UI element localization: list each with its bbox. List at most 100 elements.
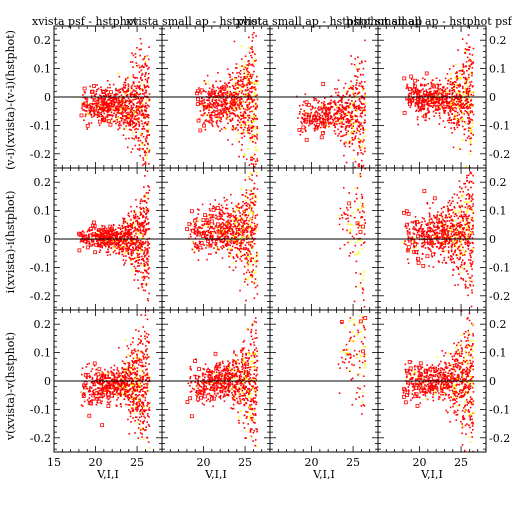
red-point [203,122,205,124]
red-point [102,102,104,104]
red-point [141,64,144,67]
red-point [243,117,245,120]
red-point [115,233,118,236]
red-point [465,69,468,72]
red-point [130,249,133,251]
red-point [229,106,232,109]
red-point [139,228,142,231]
panel-2-1: -0.2-0.100.10.2 [30,167,163,311]
red-point [123,221,126,223]
red-point [244,66,247,69]
red-point [244,213,247,216]
red-point [117,245,120,248]
red-point [451,92,454,95]
yellow-point [438,95,441,98]
red-point [116,231,119,234]
red-point [349,94,351,97]
yellow-point [249,219,251,221]
red-point [441,97,444,100]
yellow-point [458,77,460,79]
red-point [230,106,233,109]
red-point [414,102,417,104]
red-point [418,92,421,94]
red-point [359,112,362,115]
red-point [245,236,248,238]
red-point [232,91,235,94]
yellow-point [464,50,467,53]
red-point [419,95,421,97]
red-point [215,80,217,83]
red-point [243,68,245,71]
red-point [214,106,216,109]
yellow-point [355,110,358,113]
yellow-point [465,85,468,87]
red-point [141,142,144,144]
red-point [147,223,149,225]
red-point [335,120,337,123]
red-point [364,60,367,63]
red-point [451,87,453,89]
red-point [352,88,354,91]
red-point [410,78,413,80]
red-point [230,215,233,217]
red-point [437,85,440,88]
red-point [443,112,446,115]
red-point [256,79,259,82]
yellow-point [247,261,250,264]
red-point [98,233,101,235]
red-point [221,222,224,224]
red-point [334,125,337,128]
red-point [358,68,360,70]
red-point [115,122,117,125]
red-point [144,92,146,94]
red-point [118,100,121,102]
red-point [144,104,147,107]
red-point [104,243,107,246]
red-point [123,119,126,121]
red-point [140,284,143,286]
red-point [323,101,326,103]
red-point [122,250,125,252]
red-point [246,283,249,286]
red-point [243,122,245,124]
red-point [359,115,362,117]
red-point [361,107,363,109]
yellow-point [96,100,99,103]
red-point [98,251,101,253]
red-point [121,96,124,99]
red-point [116,247,118,249]
red-point [469,53,471,55]
yellow-point [468,97,471,100]
red-point [115,116,117,118]
red-point [255,35,257,37]
red-point [361,103,363,105]
yellow-point [241,101,244,104]
red-point [326,118,329,121]
red-point [240,132,243,135]
red-point [146,257,148,260]
red-point [218,238,221,241]
red-point [420,83,422,86]
red-point [120,100,123,102]
red-point [141,243,144,246]
red-point [412,90,415,93]
red-point [229,90,232,93]
red-point [332,121,334,124]
red-point [136,222,139,224]
red-point [95,237,97,240]
panel-1-2 [161,25,271,169]
red-point [124,108,127,111]
red-point [418,97,421,100]
red-point [216,229,218,232]
red-point [106,89,109,92]
red-point [204,128,207,131]
red-point [226,241,229,244]
red-point [107,240,110,243]
yellow-point [120,103,122,105]
red-point [359,73,362,76]
red-point [330,123,333,125]
red-point [466,79,468,81]
red-point [462,106,465,108]
yellow-point [146,266,149,268]
yellow-point [236,209,239,211]
